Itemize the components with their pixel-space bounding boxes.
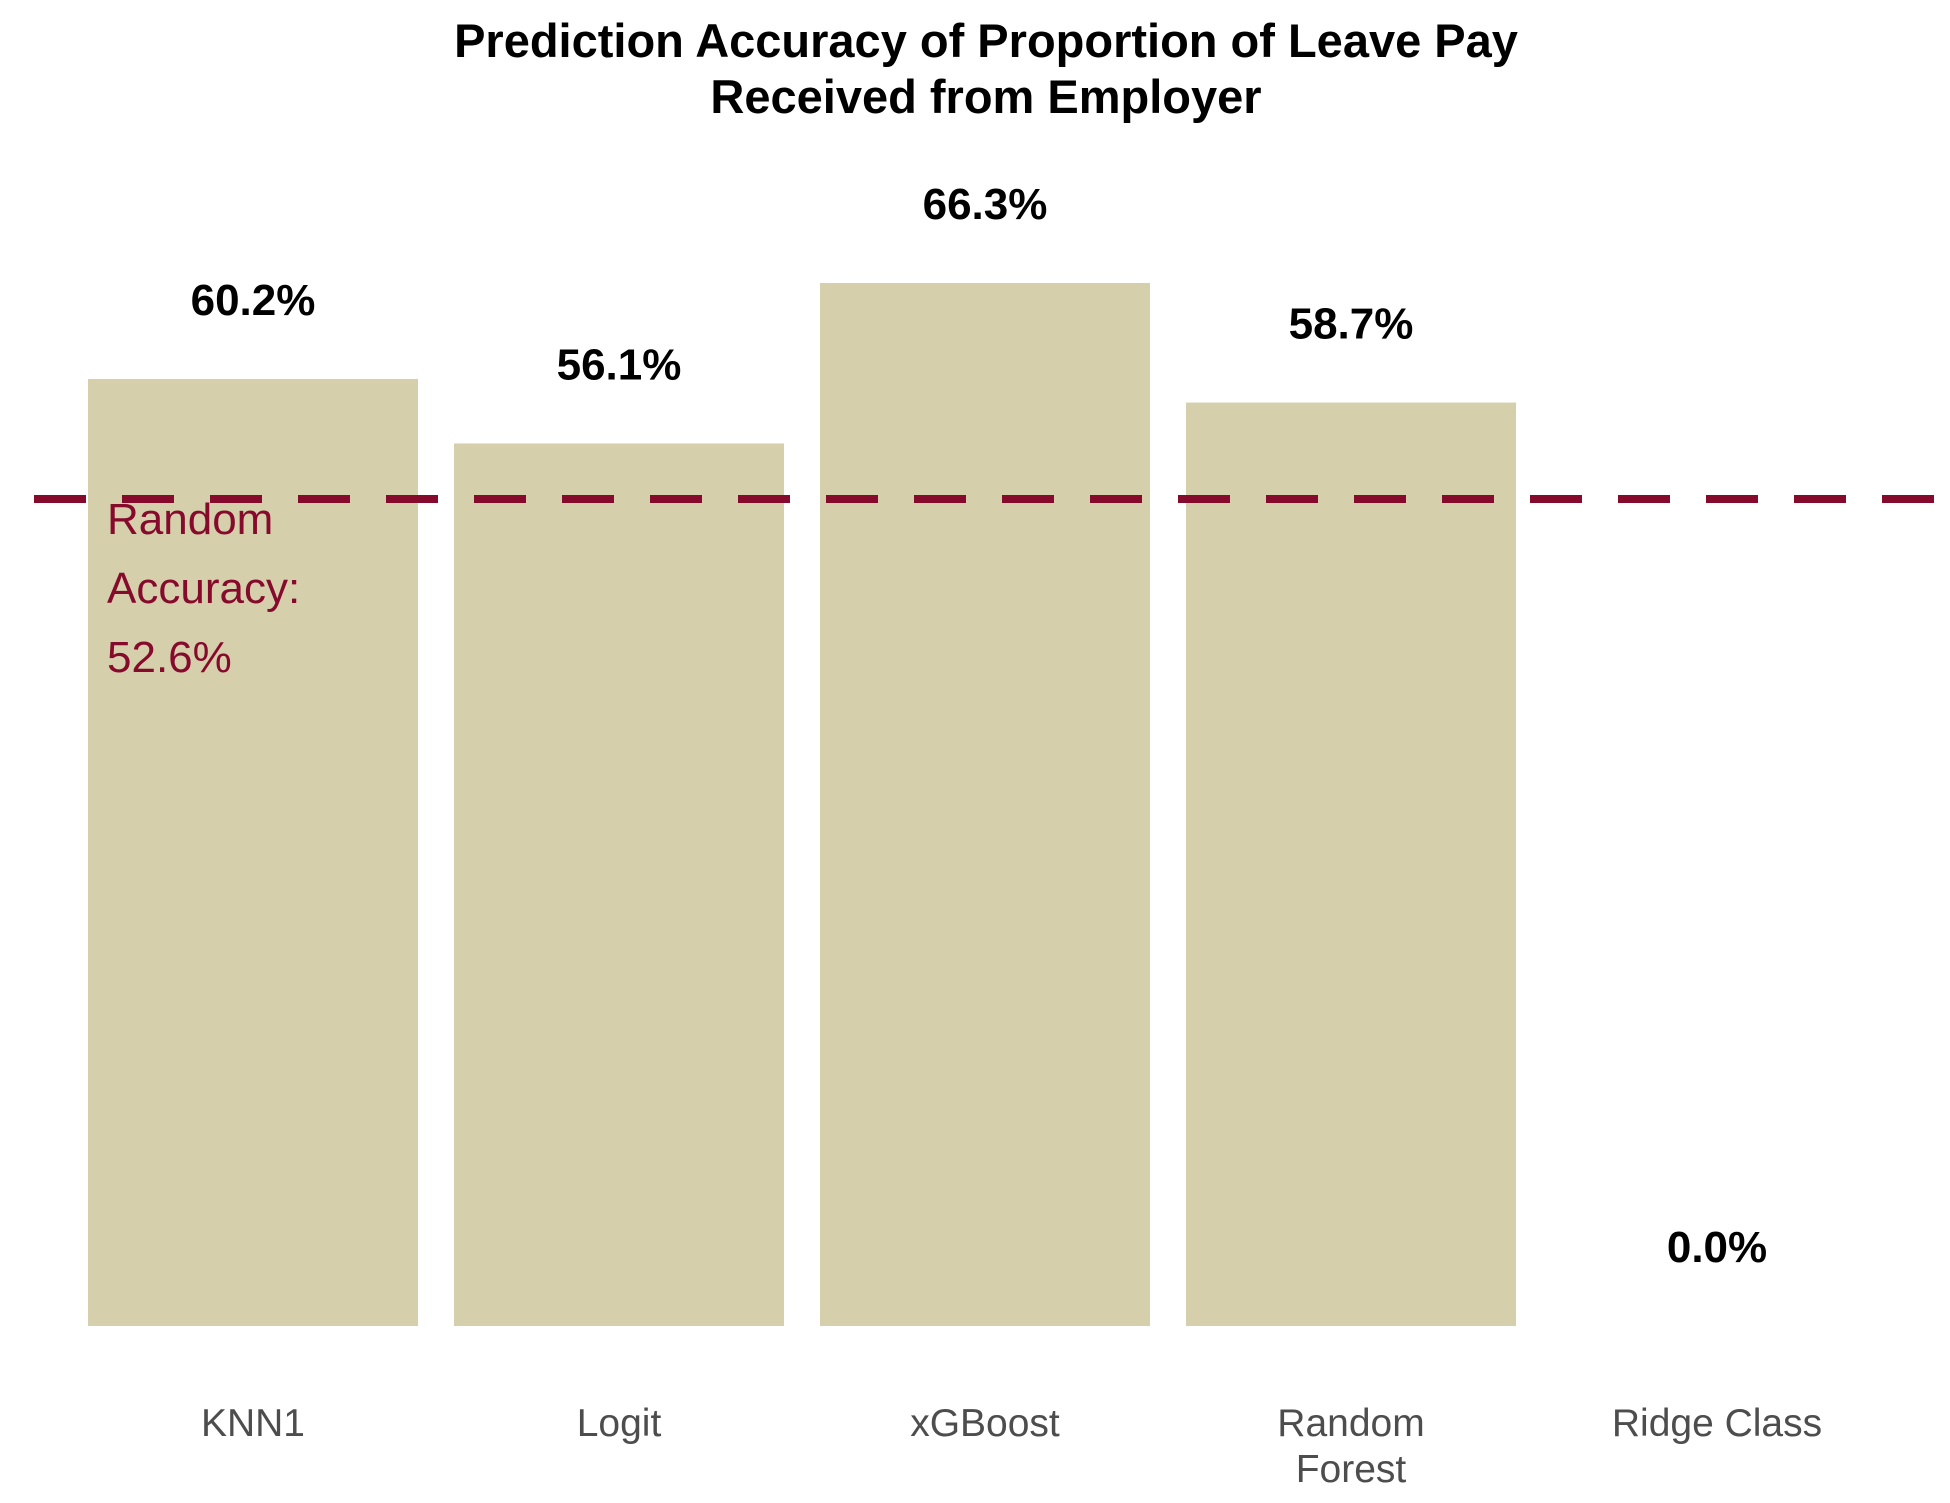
data-label-logit: 56.1% — [557, 340, 682, 389]
bar-knn1 — [88, 378, 418, 1326]
data-label-knn1: 60.2% — [191, 276, 316, 325]
bar-logit — [454, 443, 784, 1326]
x-tick-label-logit: Logit — [577, 1402, 662, 1445]
x-tick-label-random-forest-line-1: Random — [1277, 1402, 1424, 1445]
bar-xgboost — [820, 283, 1150, 1326]
x-tick-label-knn1: KNN1 — [201, 1402, 305, 1445]
bar-random-forest — [1186, 402, 1516, 1326]
data-label-xgboost: 66.3% — [923, 180, 1048, 229]
chart-title-line-1: Prediction Accuracy of Proportion of Lea… — [454, 14, 1518, 67]
reference-line-group: Random Accuracy: 52.6% — [34, 495, 1950, 682]
x-tick-label-random-forest-line-2: Forest — [1296, 1448, 1407, 1491]
data-labels: 60.2% 56.1% 66.3% 58.7% 0.0% — [191, 180, 1768, 1272]
chart-title-line-2: Received from Employer — [710, 70, 1261, 123]
chart-title: Prediction Accuracy of Proportion of Lea… — [454, 14, 1518, 123]
reference-line-label-1: Random — [107, 495, 273, 544]
data-label-random-forest: 58.7% — [1289, 300, 1414, 349]
bars — [88, 283, 1516, 1326]
reference-line-label-3: 52.6% — [107, 633, 232, 682]
data-label-ridge-class: 0.0% — [1667, 1223, 1767, 1272]
reference-line-label-2: Accuracy: — [107, 564, 300, 613]
x-tick-label-ridge-class: Ridge Class — [1612, 1402, 1822, 1445]
x-tick-label-xgboost: xGBoost — [910, 1402, 1060, 1445]
